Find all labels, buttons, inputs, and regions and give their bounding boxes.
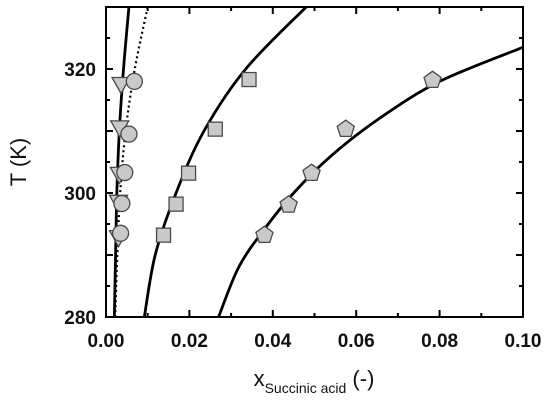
square-marker-5 [241,71,257,88]
x-tick-label: 0.02 [171,331,208,352]
circle-marker-1 [111,224,130,242]
square-marker-4 [207,121,223,137]
fit-curves [112,7,523,317]
square-marker-2 [168,196,184,212]
circle-marker-5 [125,72,144,91]
y-axis-title: T (K) [6,138,31,186]
x-axis-subscript: Succinic acid [265,380,347,396]
curve-1 [112,7,131,317]
data-markers [108,70,442,248]
curve-3 [142,7,308,317]
x-tick-label: 0.06 [338,331,375,352]
x-tick-label: 0.08 [421,331,458,352]
pentagon-marker-2 [279,194,298,213]
triangle-down-marker-5 [110,76,132,95]
x-tick-labels: 0.00 0.02 0.04 0.06 0.08 0.10 [88,331,542,352]
pentagon-marker-4 [336,119,356,138]
y-tick-labels: 280 300 320 [64,60,96,329]
curve-4 [217,46,523,317]
curve-2 [114,7,149,317]
pentagon-marker-5 [423,70,442,89]
square-marker-3 [180,165,197,181]
x-tick-label: 0.04 [254,331,291,352]
x-axis-unit: (-) [352,366,374,391]
pentagon-marker-3 [302,163,321,182]
square-marker-1 [155,227,172,243]
axis-ticks [105,6,524,318]
x-tick-label: 0.10 [505,331,542,352]
circle-marker-3 [116,163,134,182]
x-axis-title: xSuccinic acid (-) [254,366,375,396]
pentagon-marker-1 [255,225,274,244]
plot-frame [105,6,524,318]
y-tick-label: 320 [64,60,96,81]
circle-marker-2 [113,194,131,213]
x-tick-label: 0.00 [88,331,125,352]
x-axis-var: x [254,366,265,391]
y-tick-label: 300 [64,184,96,205]
y-tick-label: 280 [64,308,96,329]
circle-marker-4 [120,125,138,143]
